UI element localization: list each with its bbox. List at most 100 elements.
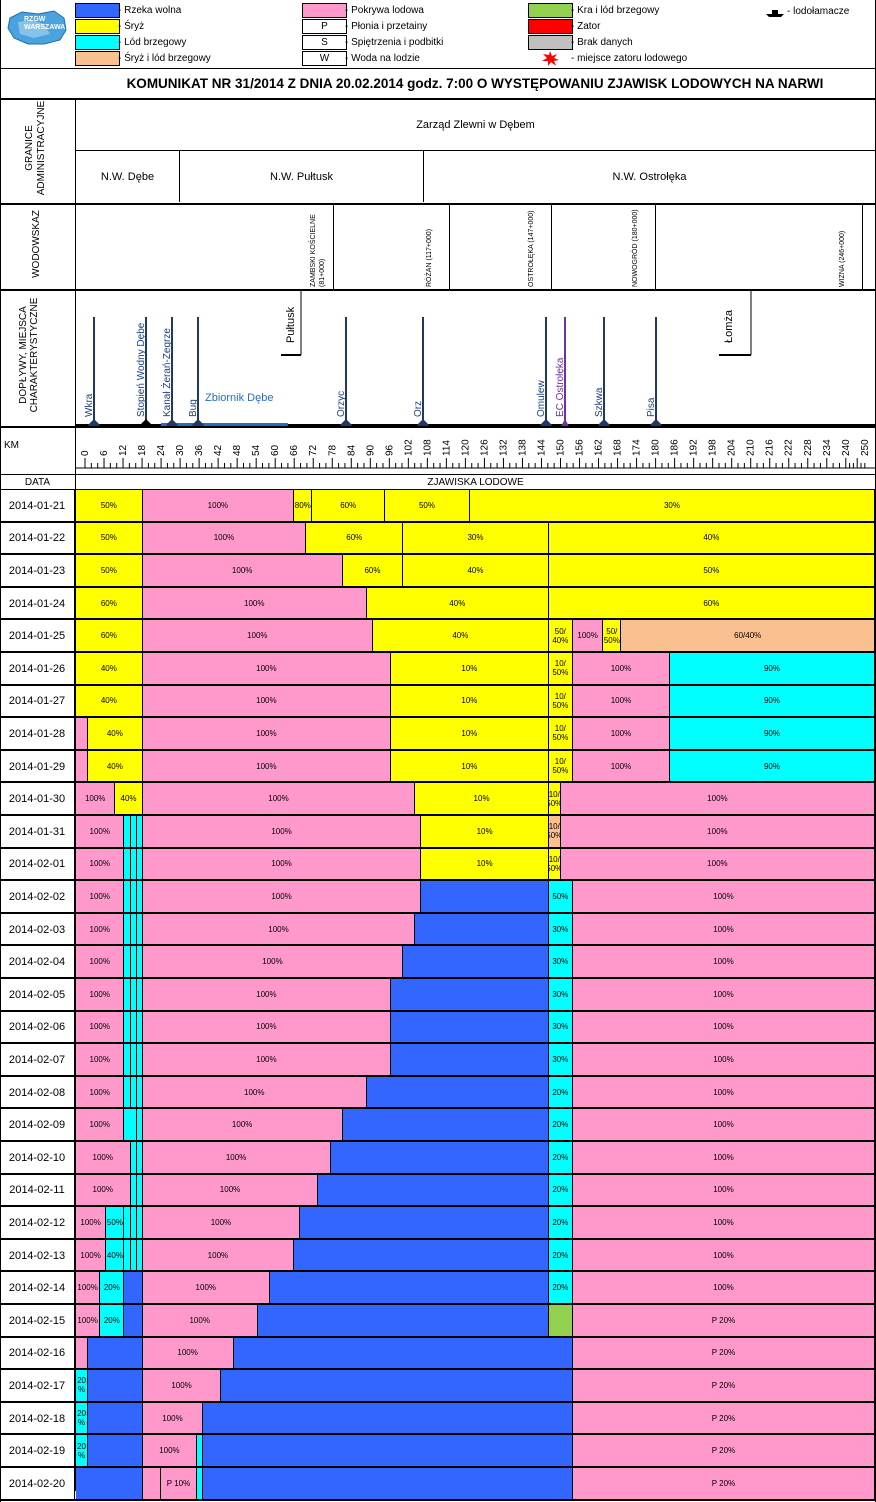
ice-segment: 20% <box>548 1109 573 1140</box>
date-cell: 2014-02-04 <box>0 946 75 979</box>
ice-segment: 100% <box>572 1207 875 1238</box>
ice-segment: 90% <box>669 718 875 749</box>
ice-segment <box>130 1142 137 1173</box>
km-tick-label: 30 <box>175 444 186 456</box>
ice-segment: 60% <box>342 555 404 586</box>
ice-segment: 50% <box>548 555 875 586</box>
date-cell: 2014-01-23 <box>0 555 75 588</box>
km-tick-label: 250 <box>860 439 871 456</box>
ice-segment <box>124 881 131 912</box>
icebreaker-label: - lodołamacze <box>787 6 850 17</box>
confluence-icon <box>140 419 152 427</box>
date-cell: 2014-02-16 <box>0 1337 75 1371</box>
power-plant-icon <box>560 419 570 427</box>
ice-segment: 10% <box>391 718 549 749</box>
ice-segment <box>76 1337 89 1369</box>
tributary-label: Pisa <box>646 397 657 417</box>
ice-segment: 10/ 50% <box>548 750 573 782</box>
ice-segment <box>136 1142 143 1173</box>
ice-segment: 100% <box>572 620 604 651</box>
legend-swatch-lodb <box>75 35 120 50</box>
ice-segment: 100% <box>142 1239 295 1271</box>
ice-segment: 100% <box>142 718 392 749</box>
confluence-icon <box>417 419 429 427</box>
km-tick-label: 72 <box>308 444 319 456</box>
ice-segment: P 20% <box>572 1468 875 1499</box>
tributary-label: Bug <box>188 399 199 417</box>
ice-segment <box>88 1435 143 1466</box>
ice-segment: 100% <box>142 783 416 814</box>
ice-segment <box>136 946 143 977</box>
ice-segment: 100% <box>142 1337 234 1369</box>
date-cell: 2014-01-29 <box>0 750 75 784</box>
ice-segment: 100% <box>142 653 392 684</box>
ice-segment <box>136 1044 143 1075</box>
date-cell: 2014-01-26 <box>0 653 75 686</box>
ice-segment: 100% <box>76 816 125 847</box>
gauge-label: NOWOGRÓD (180+000) <box>632 209 639 287</box>
ice-segment: 20 % <box>76 1370 89 1401</box>
ice-segment <box>415 913 549 945</box>
ice-segment: 100% <box>572 685 670 717</box>
ice-segment: 40% <box>106 1239 125 1271</box>
ice-segment: 100% <box>142 1142 331 1173</box>
km-tick-label: 204 <box>727 439 738 456</box>
ice-segment: 40% <box>76 685 143 717</box>
ice-segment: 100% <box>142 979 392 1010</box>
row-divider <box>0 1009 876 1012</box>
ice-segment: P 20% <box>572 1370 875 1401</box>
ice-segment: 80% <box>294 490 313 521</box>
ice-segment: 100% <box>572 1011 875 1043</box>
ice-segment <box>130 1044 137 1075</box>
date-cell: 2014-02-11 <box>0 1174 75 1208</box>
page-title: KOMUNIKAT NR 31/2014 Z DNIA 20.02.2014 g… <box>126 75 824 91</box>
ice-segment: 100% <box>142 555 343 586</box>
row-divider <box>0 879 876 882</box>
km-tick-label: 18 <box>137 444 148 456</box>
km-tick-label: 60 <box>270 444 281 456</box>
nw-debe: N.W. Dębe <box>100 170 155 183</box>
km-tick-label: 156 <box>575 439 586 456</box>
date-cell: 2014-02-20 <box>0 1468 75 1501</box>
ice-segment <box>233 1337 573 1369</box>
section-label-granice-text: GRANICE ADMINISTRACYJNE <box>24 100 47 196</box>
row-divider <box>0 814 876 816</box>
date-cell: 2014-02-18 <box>0 1402 75 1436</box>
legend-swatch-zator <box>528 19 573 34</box>
ice-segment: 20% <box>100 1272 125 1303</box>
km-tick-label: 168 <box>613 439 624 456</box>
legend-swatch-pokrywa <box>302 3 347 18</box>
legend-label-plonia: - Płonia i przetainy <box>345 21 428 32</box>
date-cell: 2014-02-13 <box>0 1239 75 1273</box>
ice-segment: 100% <box>76 1076 125 1108</box>
ice-segment: 40% <box>366 587 549 619</box>
ice-segment <box>391 1044 549 1075</box>
ice-segment <box>136 913 143 945</box>
ice-segment: 100% <box>142 620 373 651</box>
date-cell: 2014-02-01 <box>0 848 75 882</box>
ice-segment: 60% <box>312 490 386 521</box>
ice-segment: 100% <box>572 750 670 782</box>
ice-segment <box>421 881 549 912</box>
date-cell: 2014-01-22 <box>0 522 75 556</box>
row-divider <box>0 1205 876 1208</box>
ice-segment <box>130 848 137 880</box>
date-cell: 2014-02-07 <box>0 1044 75 1077</box>
ice-segment: 100% <box>572 1109 875 1140</box>
km-tick-label: 48 <box>232 444 243 456</box>
ice-segment: 100% <box>572 718 670 749</box>
ice-segment <box>124 1011 131 1043</box>
row-divider <box>0 716 876 719</box>
ice-segment <box>136 1174 143 1206</box>
ice-segment: 10% <box>421 848 549 880</box>
km-tick-label: 192 <box>689 439 700 456</box>
ice-segment: P 20% <box>572 1402 875 1434</box>
ice-segment: 60% <box>306 522 404 554</box>
row-divider <box>0 1074 876 1077</box>
ice-segment: 100% <box>572 1044 875 1075</box>
legend-label-lodb: - Lód brzegowy <box>118 37 187 48</box>
confluence-icon <box>88 419 100 427</box>
row-divider <box>0 1368 876 1371</box>
gauge-line <box>333 204 334 289</box>
ice-segment <box>391 1011 549 1043</box>
